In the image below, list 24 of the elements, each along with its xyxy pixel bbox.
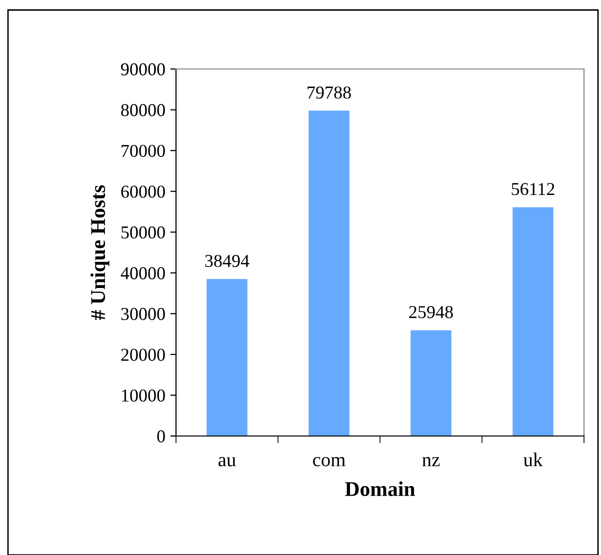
data-label: 25948 xyxy=(409,306,453,318)
x-tick-label: nz xyxy=(422,456,440,466)
x-tick-label: uk xyxy=(524,452,543,466)
data-label: 79788 xyxy=(308,86,351,99)
y-tick-label: 90000 xyxy=(121,63,165,76)
y-tick-label: 80000 xyxy=(121,104,165,116)
bar xyxy=(512,207,554,436)
y-tick-label: 20000 xyxy=(121,348,165,361)
y-tick-label: 30000 xyxy=(121,308,165,320)
bar xyxy=(410,330,452,436)
bar xyxy=(308,110,350,436)
y-tick-label: 70000 xyxy=(122,144,165,157)
x-tick-label: com xyxy=(313,456,346,466)
data-label: 38494 xyxy=(205,254,250,268)
y-tick-label: 60000 xyxy=(121,186,165,198)
y-tick-label: 40000 xyxy=(120,267,165,280)
x-axis-title: Domain xyxy=(345,481,415,496)
y-tick-label: 10000 xyxy=(122,389,165,402)
x-tick-label: au xyxy=(218,457,236,466)
y-tick-label: 0 xyxy=(157,430,165,442)
y-tick-label: 50000 xyxy=(121,226,165,239)
y-axis-title: # Unique Hosts xyxy=(90,185,110,320)
data-label: 56112 xyxy=(512,183,554,196)
bar xyxy=(206,279,248,436)
